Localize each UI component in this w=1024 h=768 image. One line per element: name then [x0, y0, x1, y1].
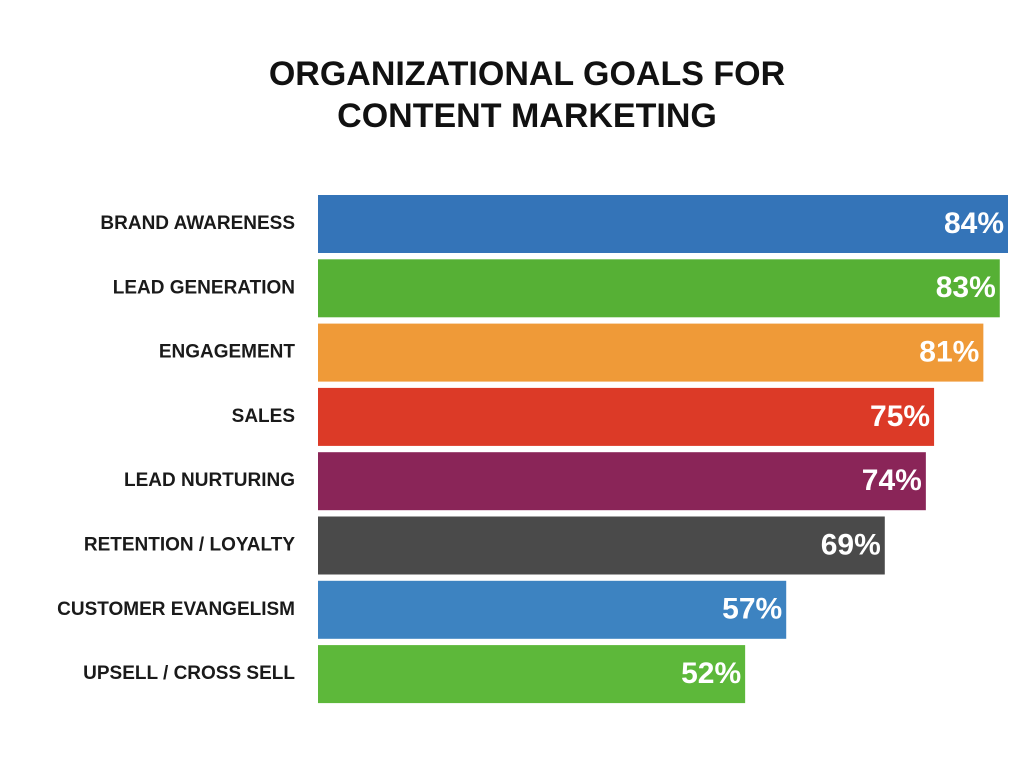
- value-label: 81%: [919, 336, 979, 369]
- category-label: CUSTOMER EVANGELISM: [57, 599, 295, 620]
- bar: [318, 387, 935, 446]
- value-label: 84%: [944, 207, 1004, 240]
- bar: [318, 195, 1008, 253]
- value-label: 69%: [821, 528, 881, 561]
- category-label: ENGAGEMENT: [159, 342, 296, 363]
- chart-title: ORGANIZATIONAL GOALS FOR: [269, 55, 785, 93]
- category-label: BRAND AWARENESS: [100, 213, 295, 234]
- value-label: 74%: [862, 464, 922, 497]
- bar: [318, 645, 746, 704]
- bar: [318, 516, 885, 575]
- value-label: 75%: [870, 400, 930, 433]
- value-label: 83%: [936, 271, 996, 304]
- category-label: UPSELL / CROSS SELL: [83, 663, 295, 684]
- category-label: SALES: [232, 406, 295, 427]
- value-label: 57%: [722, 593, 782, 626]
- bar: [318, 452, 926, 511]
- chart-title: CONTENT MARKETING: [337, 97, 717, 135]
- bar: [318, 323, 984, 382]
- bar: [318, 259, 1000, 318]
- value-label: 52%: [681, 657, 741, 690]
- category-label: RETENTION / LOYALTY: [84, 535, 295, 556]
- category-label: LEAD GENERATION: [113, 277, 295, 298]
- bar: [318, 580, 787, 639]
- category-label: LEAD NURTURING: [124, 470, 295, 491]
